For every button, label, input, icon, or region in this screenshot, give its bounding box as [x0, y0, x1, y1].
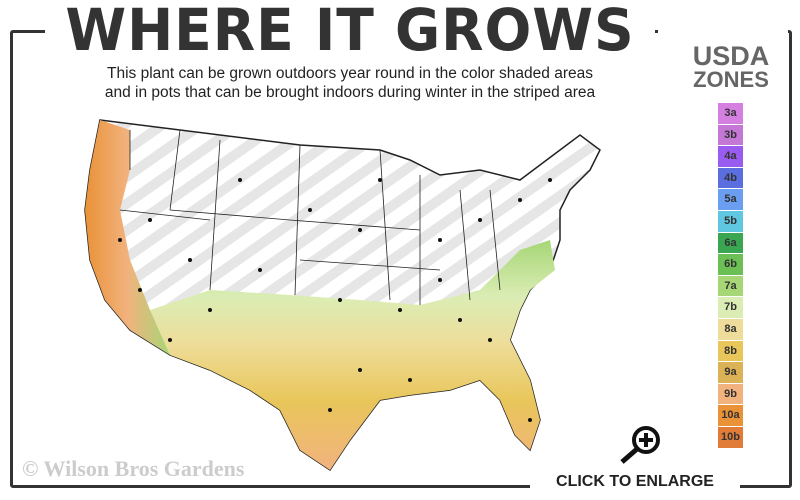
- legend-title: USDA ZONES: [676, 41, 786, 92]
- city-dot: [358, 228, 362, 232]
- zone-swatch-5a: 5a: [718, 189, 743, 210]
- city-dot: [438, 238, 442, 242]
- copyright-watermark: © Wilson Bros Gardens: [22, 456, 245, 481]
- zone-swatch-10a: 10a: [718, 405, 743, 426]
- city-dot: [398, 308, 402, 312]
- city-dot: [238, 178, 242, 182]
- city-dot: [338, 298, 342, 302]
- zoom-in-icon[interactable]: [616, 424, 664, 464]
- city-dot: [478, 218, 482, 222]
- city-dot: [118, 238, 122, 242]
- page-title: WHERE IT GROWS: [65, 0, 635, 64]
- zone-swatch-3b: 3b: [718, 124, 743, 146]
- zone-swatch-9b: 9b: [718, 383, 743, 405]
- city-dot: [328, 408, 332, 412]
- city-dot: [488, 338, 492, 342]
- zone-legend: 3a 3b 4a 4b 5a 5b 6a 6b 7a 7b 8a 8b 9a 9b 10a 10b: [718, 103, 743, 449]
- subtitle: This plant can be grown outdoors year ro…: [40, 64, 660, 102]
- zone-swatch-6b: 6b: [718, 254, 743, 275]
- zone-swatch-7b: 7b: [718, 297, 743, 318]
- city-dot: [148, 218, 152, 222]
- legend-backdrop: [658, 20, 788, 50]
- city-dot: [188, 258, 192, 262]
- city-dot: [518, 198, 522, 202]
- city-dot: [528, 418, 532, 422]
- west-coast-zone: [85, 120, 170, 355]
- subtitle-line-1: This plant can be grown outdoors year ro…: [107, 65, 593, 82]
- legend-title-line-1: USDA: [692, 41, 770, 71]
- city-dot: [258, 268, 262, 272]
- zone-swatch-8b: 8b: [718, 340, 743, 362]
- city-dot: [458, 318, 462, 322]
- zone-swatch-4a: 4a: [718, 146, 743, 167]
- city-dot: [548, 178, 552, 182]
- city-dot: [138, 288, 142, 292]
- city-dot: [408, 378, 412, 382]
- city-dot: [208, 308, 212, 312]
- click-to-enlarge-button[interactable]: CLICK TO ENLARGE: [556, 473, 714, 490]
- zone-swatch-4b: 4b: [718, 167, 743, 189]
- zone-swatch-7a: 7a: [718, 275, 743, 297]
- enlarge-backdrop: [530, 470, 740, 500]
- city-dot: [308, 208, 312, 212]
- zone-swatch-3a: 3a: [718, 103, 743, 124]
- city-dot: [438, 278, 442, 282]
- legend-title-line-2: ZONES: [693, 67, 769, 92]
- city-dot: [358, 368, 362, 372]
- zone-swatch-8a: 8a: [718, 318, 743, 340]
- zone-swatch-10b: 10b: [718, 426, 743, 448]
- zone-swatch-9a: 9a: [718, 362, 743, 383]
- city-dot: [168, 338, 172, 342]
- city-dot: [378, 178, 382, 182]
- southern-zone: [150, 240, 555, 470]
- usa-zone-map[interactable]: [60, 110, 620, 480]
- zone-swatch-6a: 6a: [718, 232, 743, 254]
- subtitle-line-2: and in pots that can be brought indoors …: [104, 84, 596, 101]
- state-lines: [119, 129, 501, 305]
- zone-swatch-5b: 5b: [718, 210, 743, 232]
- title-backdrop: [45, 10, 655, 50]
